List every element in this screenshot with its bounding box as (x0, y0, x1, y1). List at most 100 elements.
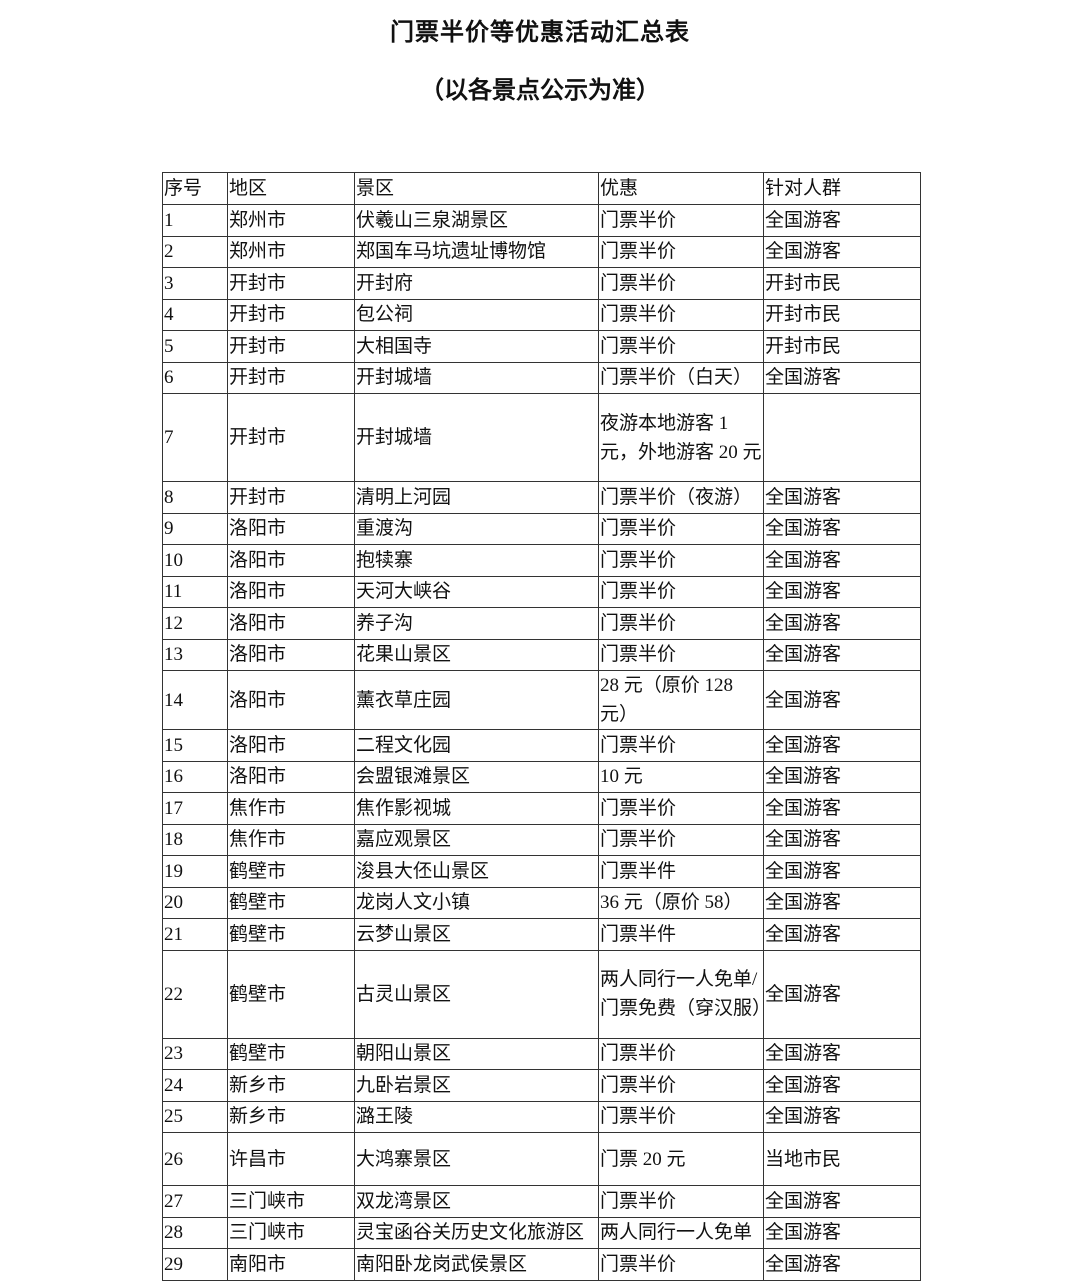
table-cell: 洛阳市 (227, 760, 355, 793)
table-cell: 17 (162, 792, 228, 825)
table-row: 13 洛阳市 花果山景区 门票半价 全国游客 (162, 638, 921, 671)
table-cell: 古灵山景区 (354, 949, 599, 1039)
table-cell: 鹤壁市 (227, 855, 355, 888)
table-cell: 焦作市 (227, 823, 355, 856)
table-cell: 许昌市 (227, 1132, 355, 1186)
table-cell: 门票 20 元 (598, 1132, 764, 1186)
table-cell: 清明上河园 (354, 481, 599, 514)
table-cell: 嘉应观景区 (354, 823, 599, 856)
table-cell: 潞王陵 (354, 1100, 599, 1133)
table-cell: 36 元（原价 58） (598, 886, 764, 919)
table-cell: 全国游客 (763, 886, 921, 919)
table-row: 20 鹤壁市 龙岗人文小镇 36 元（原价 58） 全国游客 (162, 886, 921, 919)
table-row: 29 南阳市 南阳卧龙岗武侯景区 门票半价 全国游客 (162, 1248, 921, 1281)
table-cell: 薰衣草庄园 (354, 670, 599, 730)
table-cell: 洛阳市 (227, 638, 355, 671)
table-cell: 伏羲山三泉湖景区 (354, 204, 599, 237)
table-row: 3 开封市 开封府 门票半价 开封市民 (162, 267, 921, 300)
table-cell: 9 (162, 512, 228, 545)
table-cell: 14 (162, 670, 228, 730)
table-cell: 全国游客 (763, 792, 921, 825)
table-row: 12 洛阳市 养子沟 门票半价 全国游客 (162, 607, 921, 640)
table-cell: 大鸿寨景区 (354, 1132, 599, 1186)
table-cell: 全国游客 (763, 855, 921, 888)
table-row: 10 洛阳市 抱犊寨 门票半价 全国游客 (162, 544, 921, 577)
table-cell: 18 (162, 823, 228, 856)
table-cell: 南阳市 (227, 1248, 355, 1281)
table-cell: 天河大峡谷 (354, 575, 599, 608)
table-row: 17 焦作市 焦作影视城 门票半价 全国游客 (162, 792, 921, 825)
table-cell: 全国游客 (763, 1037, 921, 1070)
table-cell: 10 (162, 544, 228, 577)
table-cell: 门票半价 (598, 1248, 764, 1281)
table-row: 5 开封市 大相国寺 门票半价 开封市民 (162, 330, 921, 363)
table-cell: 开封市 (227, 481, 355, 514)
table-cell: 三门峡市 (227, 1216, 355, 1249)
table-cell: 门票半价 (598, 638, 764, 671)
table-cell: 开封府 (354, 267, 599, 300)
table-row: 15 洛阳市 二程文化园 门票半价 全国游客 (162, 729, 921, 762)
table-cell: 朝阳山景区 (354, 1037, 599, 1070)
table-cell: 洛阳市 (227, 729, 355, 762)
table-cell: 地区 (227, 172, 355, 205)
table-cell: 新乡市 (227, 1069, 355, 1102)
table-cell: 全国游客 (763, 575, 921, 608)
table-cell: 19 (162, 855, 228, 888)
table-row: 9 洛阳市 重渡沟 门票半价 全国游客 (162, 512, 921, 545)
table-cell: 门票半价 (598, 792, 764, 825)
table-cell: 开封市 (227, 267, 355, 300)
table-cell: 门票半价 (598, 607, 764, 640)
table-cell: 22 (162, 949, 228, 1039)
table-cell: 三门峡市 (227, 1185, 355, 1218)
table-cell: 门票半价 (598, 575, 764, 608)
table-cell: 门票半价 (598, 823, 764, 856)
table-cell: 门票半价 (598, 544, 764, 577)
table-cell: 全国游客 (763, 512, 921, 545)
table-row: 24 新乡市 九卧岩景区 门票半价 全国游客 (162, 1069, 921, 1102)
table-cell: 3 (162, 267, 228, 300)
table-cell: 郑国车马坑遗址博物馆 (354, 235, 599, 268)
table-row: 22 鹤壁市 古灵山景区 两人同行一人免单/门票免费（穿汉服） 全国游客 (162, 949, 921, 1039)
table-row: 1 郑州市 伏羲山三泉湖景区 门票半价 全国游客 (162, 204, 921, 237)
table-cell: 12 (162, 607, 228, 640)
table-cell: 开封市 (227, 361, 355, 394)
table-cell: 全国游客 (763, 544, 921, 577)
table-cell: 鹤壁市 (227, 1037, 355, 1070)
table-cell: 10 元 (598, 760, 764, 793)
table-cell: 开封市 (227, 298, 355, 331)
table: 序号 地区 景区 优惠 针对人群 1 郑州市 伏羲山三泉湖景区 门票半价 全国游客 2 郑州市 郑国车马… (162, 172, 921, 1281)
table-cell: 鹤壁市 (227, 949, 355, 1039)
table-cell: 洛阳市 (227, 670, 355, 730)
table-cell: 8 (162, 481, 228, 514)
table-row: 14 洛阳市 薰衣草庄园 28 元（原价 128 元） 全国游客 (162, 670, 921, 730)
table-cell: 全国游客 (763, 638, 921, 671)
table-cell: 全国游客 (763, 481, 921, 514)
table-cell: 1 (162, 204, 228, 237)
table-cell: 21 (162, 918, 228, 951)
table-cell: 23 (162, 1037, 228, 1070)
table-cell: 浚县大伾山景区 (354, 855, 599, 888)
table-cell: 5 (162, 330, 228, 363)
table-cell: 开封市 (227, 330, 355, 363)
table-cell: 26 (162, 1132, 228, 1186)
table-cell: 门票半价 (598, 330, 764, 363)
table-row: 4 开封市 包公祠 门票半价 开封市民 (162, 298, 921, 331)
table-row: 16 洛阳市 会盟银滩景区 10 元全国游客 (162, 760, 921, 793)
table-cell: 20 (162, 886, 228, 919)
table-cell: 云梦山景区 (354, 918, 599, 951)
table-cell: 13 (162, 638, 228, 671)
table-cell: 门票半价 (598, 1069, 764, 1102)
table-cell: 开封市民 (763, 298, 921, 331)
table-cell: 全国游客 (763, 729, 921, 762)
table-cell: 全国游客 (763, 670, 921, 730)
table-cell: 全国游客 (763, 1248, 921, 1281)
table-cell: 焦作市 (227, 792, 355, 825)
table-row: 序号 地区 景区 优惠 针对人群 (162, 172, 921, 205)
table-cell: 全国游客 (763, 607, 921, 640)
table-cell: 门票半价 (598, 267, 764, 300)
table-cell: 两人同行一人免单/门票免费（穿汉服） (598, 949, 764, 1039)
table-cell: 优惠 (598, 172, 764, 205)
table-cell: 门票半价（夜游） (598, 481, 764, 514)
table-cell: 包公祠 (354, 298, 599, 331)
table-cell: 开封城墙 (354, 361, 599, 394)
